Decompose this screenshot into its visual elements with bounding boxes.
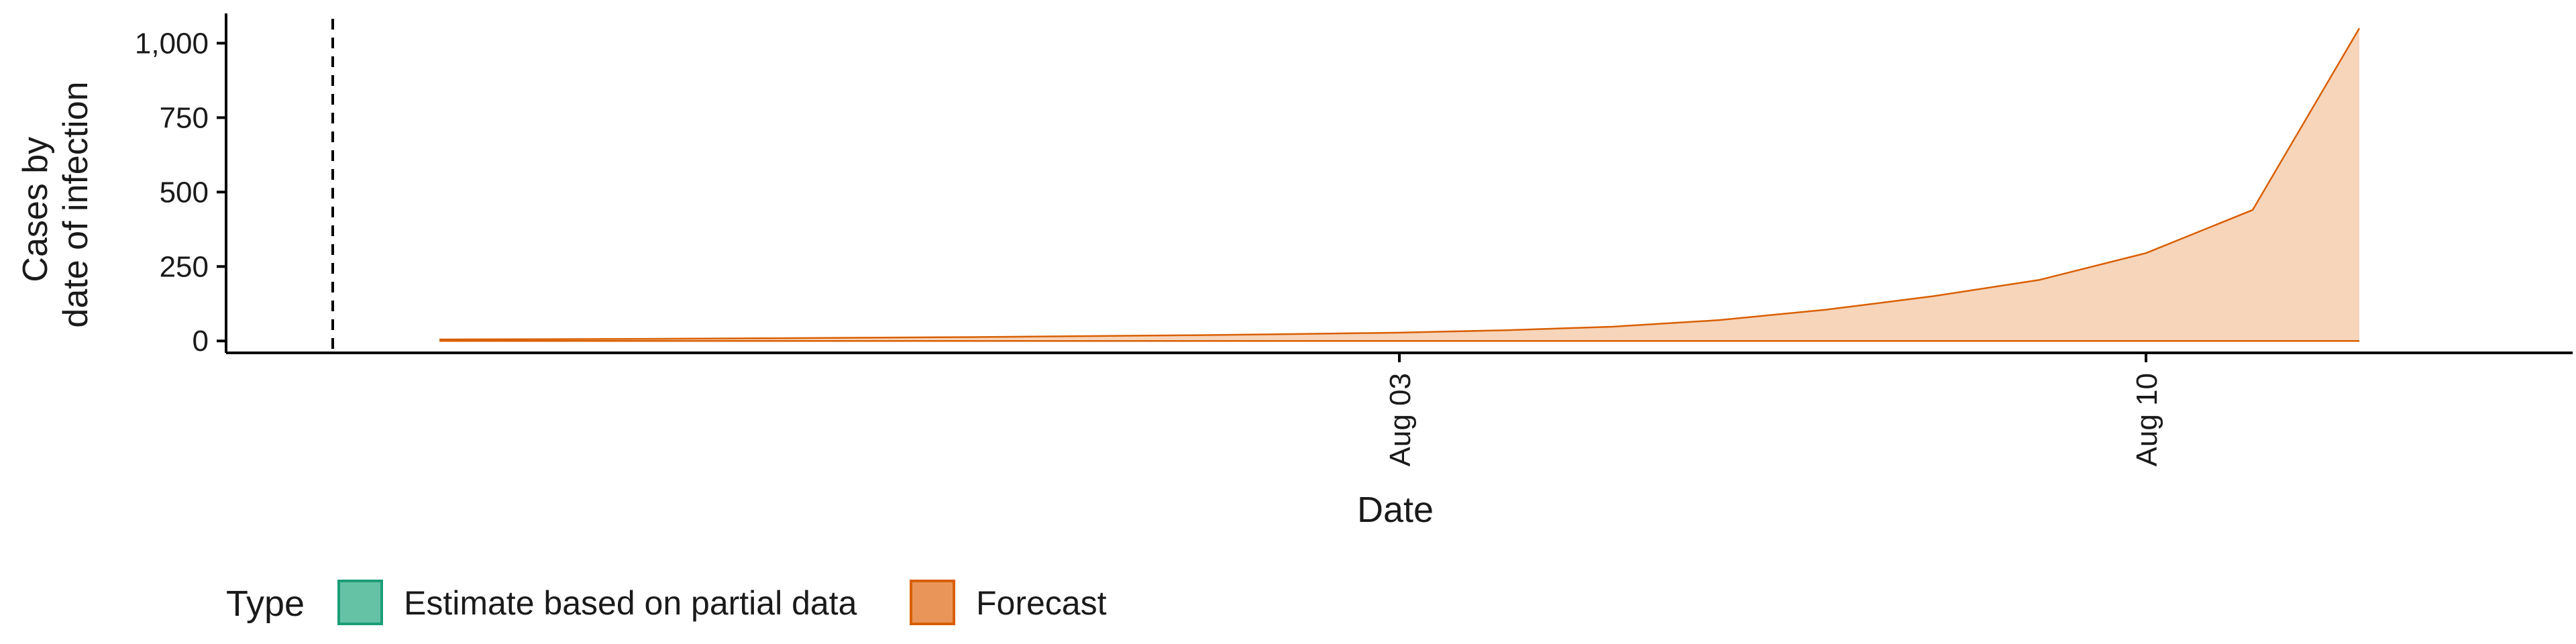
y-axis-title-line-2: date of infection	[56, 81, 95, 327]
y-axis: 0 250 500 750 1,000	[135, 13, 227, 358]
legend-label-0: Estimate based on partial data	[404, 584, 857, 622]
x-tick-label: Aug 10	[2131, 373, 2163, 466]
x-tick-label: Aug 03	[1384, 373, 1417, 466]
legend-title: Type	[226, 584, 305, 624]
x-axis-title: Date	[1357, 490, 1434, 530]
series-area-0	[439, 28, 2359, 341]
y-tick-label: 0	[193, 325, 209, 358]
y-tick-label: 500	[160, 176, 209, 209]
y-tick-label: 750	[160, 101, 209, 134]
y-tick-label: 250	[160, 250, 209, 283]
plot-area	[331, 19, 2361, 353]
y-tick-label: 1,000	[135, 27, 209, 60]
legend-key-1	[910, 580, 955, 625]
legend-key-0	[337, 580, 383, 625]
x-axis: Aug 03 Aug 10	[226, 352, 2573, 466]
legend: Type Estimate based on partial data Foreca…	[226, 580, 1107, 625]
legend-label-1: Forecast	[976, 584, 1107, 622]
y-axis-title: Cases by date of infection	[16, 81, 95, 327]
y-axis-title-line-1: Cases by	[16, 137, 55, 282]
